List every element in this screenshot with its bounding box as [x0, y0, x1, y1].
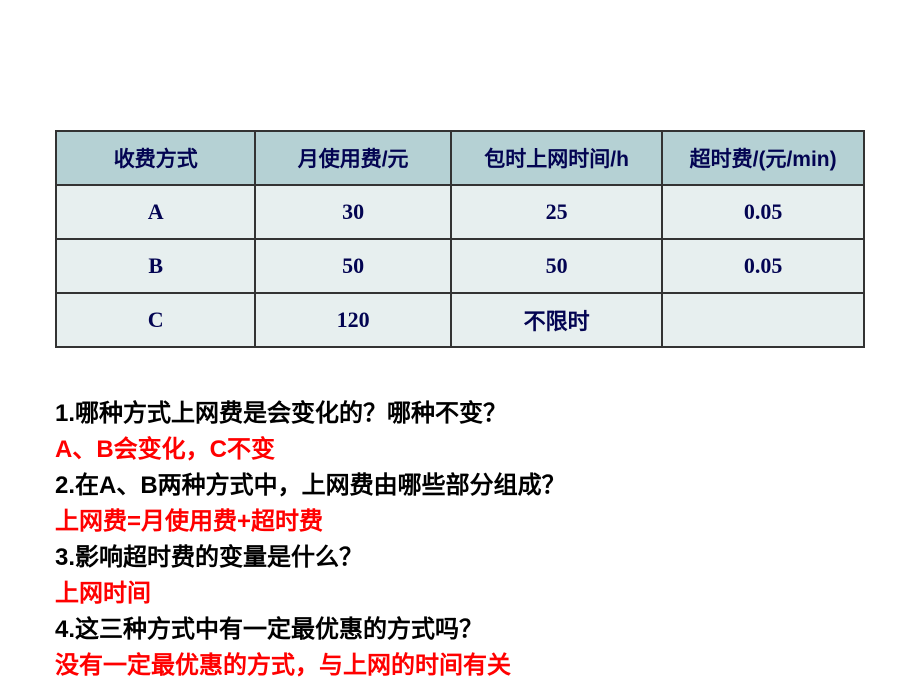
cell-included-hours: 50 [451, 239, 662, 293]
cell-plan: C [56, 293, 255, 347]
qa-section: 1.哪种方式上网费是会变化的？哪种不变？ A、B会变化，C不变 2.在A、B两种… [55, 396, 865, 684]
answer-1: A、B会变化，C不变 [55, 432, 865, 468]
question-4: 4.这三种方式中有一定最优惠的方式吗？ [55, 612, 865, 648]
cell-included-hours: 不限时 [451, 293, 662, 347]
header-included-hours: 包时上网时间/h [451, 131, 662, 185]
cell-monthly-fee: 50 [255, 239, 450, 293]
table-row: C 120 不限时 [56, 293, 864, 347]
cell-monthly-fee: 30 [255, 185, 450, 239]
pricing-table: 收费方式 月使用费/元 包时上网时间/h 超时费/(元/min) A 30 25… [55, 130, 865, 348]
cell-plan: B [56, 239, 255, 293]
header-monthly-fee: 月使用费/元 [255, 131, 450, 185]
header-plan: 收费方式 [56, 131, 255, 185]
question-1: 1.哪种方式上网费是会变化的？哪种不变？ [55, 396, 865, 432]
cell-overage-fee: 0.05 [662, 239, 864, 293]
table-row: B 50 50 0.05 [56, 239, 864, 293]
answer-2: 上网费=月使用费+超时费 [55, 504, 865, 540]
cell-plan: A [56, 185, 255, 239]
question-3: 3.影响超时费的变量是什么？ [55, 540, 865, 576]
cell-overage-fee: 0.05 [662, 185, 864, 239]
answer-3: 上网时间 [55, 576, 865, 612]
cell-included-hours: 25 [451, 185, 662, 239]
table-row: A 30 25 0.05 [56, 185, 864, 239]
table-header-row: 收费方式 月使用费/元 包时上网时间/h 超时费/(元/min) [56, 131, 864, 185]
question-2: 2.在A、B两种方式中，上网费由哪些部分组成？ [55, 468, 865, 504]
cell-monthly-fee: 120 [255, 293, 450, 347]
cell-overage-fee [662, 293, 864, 347]
header-overage-fee: 超时费/(元/min) [662, 131, 864, 185]
answer-4: 没有一定最优惠的方式，与上网的时间有关 [55, 648, 865, 684]
